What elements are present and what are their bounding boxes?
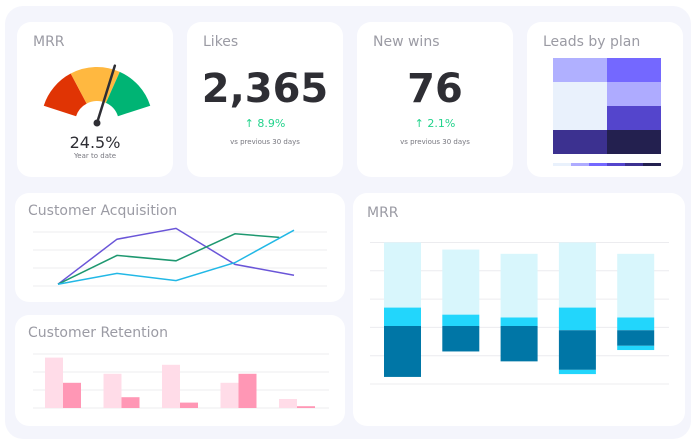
heatmap: [553, 58, 661, 166]
likes-value: 2,365: [201, 66, 329, 112]
bar: [45, 357, 63, 408]
new-wins-delta: ↑ 2.1%: [414, 117, 456, 130]
bar-segment-light: [558, 242, 596, 308]
bar-segment-dark: [558, 330, 596, 370]
heatmap-legend-swatch: [625, 163, 643, 166]
card-title: MRR: [367, 205, 399, 221]
gauge-segment-green: [105, 71, 151, 117]
bar-segment-cyan: [442, 314, 480, 326]
line-series: [57, 229, 295, 285]
likes-card: Likes 2,365 ↑ 8.9% vs previous 30 days: [187, 22, 343, 177]
bar-segment-dark: [384, 325, 421, 377]
likes-delta: ↑ 8.9%: [244, 117, 286, 130]
gauge-segment-red: [43, 73, 87, 117]
stacked-bar-chart: [370, 242, 669, 385]
bar-segment-dark: [500, 325, 538, 362]
card-title: Customer Retention: [28, 325, 168, 341]
bar-segment-cyan: [384, 307, 421, 326]
gauge-needle-hub: [93, 119, 101, 127]
line-chart: [33, 227, 327, 287]
bar-segment-light: [442, 249, 480, 315]
new-wins-value: 76: [407, 66, 463, 112]
line-series: [57, 233, 280, 285]
heatmap-cell: [553, 106, 607, 130]
bar: [63, 382, 81, 408]
heatmap-cell: [607, 106, 661, 130]
bar-segment-cyan: [617, 345, 655, 351]
gauge-chart: [43, 64, 151, 127]
bar-segment-light: [500, 253, 538, 318]
heatmap-cell: [607, 58, 661, 82]
heatmap-legend-swatch: [607, 163, 625, 166]
gauge-value: 24.5%: [69, 133, 121, 152]
leads-by-plan-card: Leads by plan: [527, 22, 683, 177]
heatmap-cell: [607, 130, 661, 154]
heatmap-legend-swatch: [643, 163, 661, 166]
bar: [220, 382, 239, 408]
card-title: Leads by plan: [543, 34, 641, 50]
customer-acquisition-card: Customer Acquisition: [15, 193, 345, 302]
bar-segment-cyan: [558, 369, 596, 375]
new-wins-card: New wins 76 ↑ 2.1% vs previous 30 days: [357, 22, 513, 177]
bar: [121, 397, 140, 408]
arrow-up-icon: ↑: [244, 117, 258, 130]
bar-segment-dark: [617, 330, 655, 346]
bar: [279, 399, 297, 408]
bar-segment-light: [384, 242, 421, 308]
bar: [238, 373, 257, 408]
gauge-caption: Year to date: [73, 152, 117, 160]
customer-retention-card: Customer Retention: [15, 315, 345, 426]
heatmap-legend-swatch: [589, 163, 607, 166]
heatmap-cell: [607, 82, 661, 106]
heatmap-legend-swatch: [571, 163, 589, 166]
heatmap-cell: [553, 82, 607, 106]
mrr-gauge-card: MRR 24.5% Year to date: [17, 22, 173, 177]
gauge-needle: [95, 64, 117, 125]
card-title: MRR: [33, 34, 65, 50]
card-title: Customer Acquisition: [28, 203, 178, 219]
likes-comparison: vs previous 30 days: [230, 138, 300, 146]
bar: [162, 364, 180, 408]
new-wins-comparison: vs previous 30 days: [400, 138, 470, 146]
arrow-up-icon: ↑: [414, 117, 428, 130]
card-title: Likes: [203, 34, 239, 50]
bar-chart: [33, 353, 329, 409]
bar-segment-cyan: [500, 317, 538, 326]
heatmap-legend-swatch: [553, 163, 571, 166]
gauge-segment-yellow: [70, 67, 120, 104]
bar-segment-light: [617, 253, 655, 318]
bar-segment-dark: [442, 325, 480, 352]
bar: [297, 406, 315, 408]
card-title: New wins: [373, 34, 440, 50]
mrr-bar-card: MRR: [353, 193, 685, 426]
heatmap-cell: [553, 58, 607, 82]
heatmap-cell: [553, 130, 607, 154]
bar: [180, 402, 198, 408]
bar: [103, 373, 122, 408]
bar-segment-cyan: [558, 307, 596, 331]
line-series: [57, 227, 295, 285]
bar-segment-cyan: [617, 317, 655, 331]
